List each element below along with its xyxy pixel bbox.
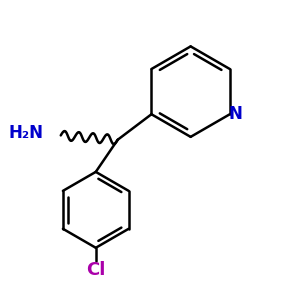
Text: N: N xyxy=(228,105,242,123)
Text: Cl: Cl xyxy=(86,261,106,279)
Text: H₂N: H₂N xyxy=(8,124,43,142)
